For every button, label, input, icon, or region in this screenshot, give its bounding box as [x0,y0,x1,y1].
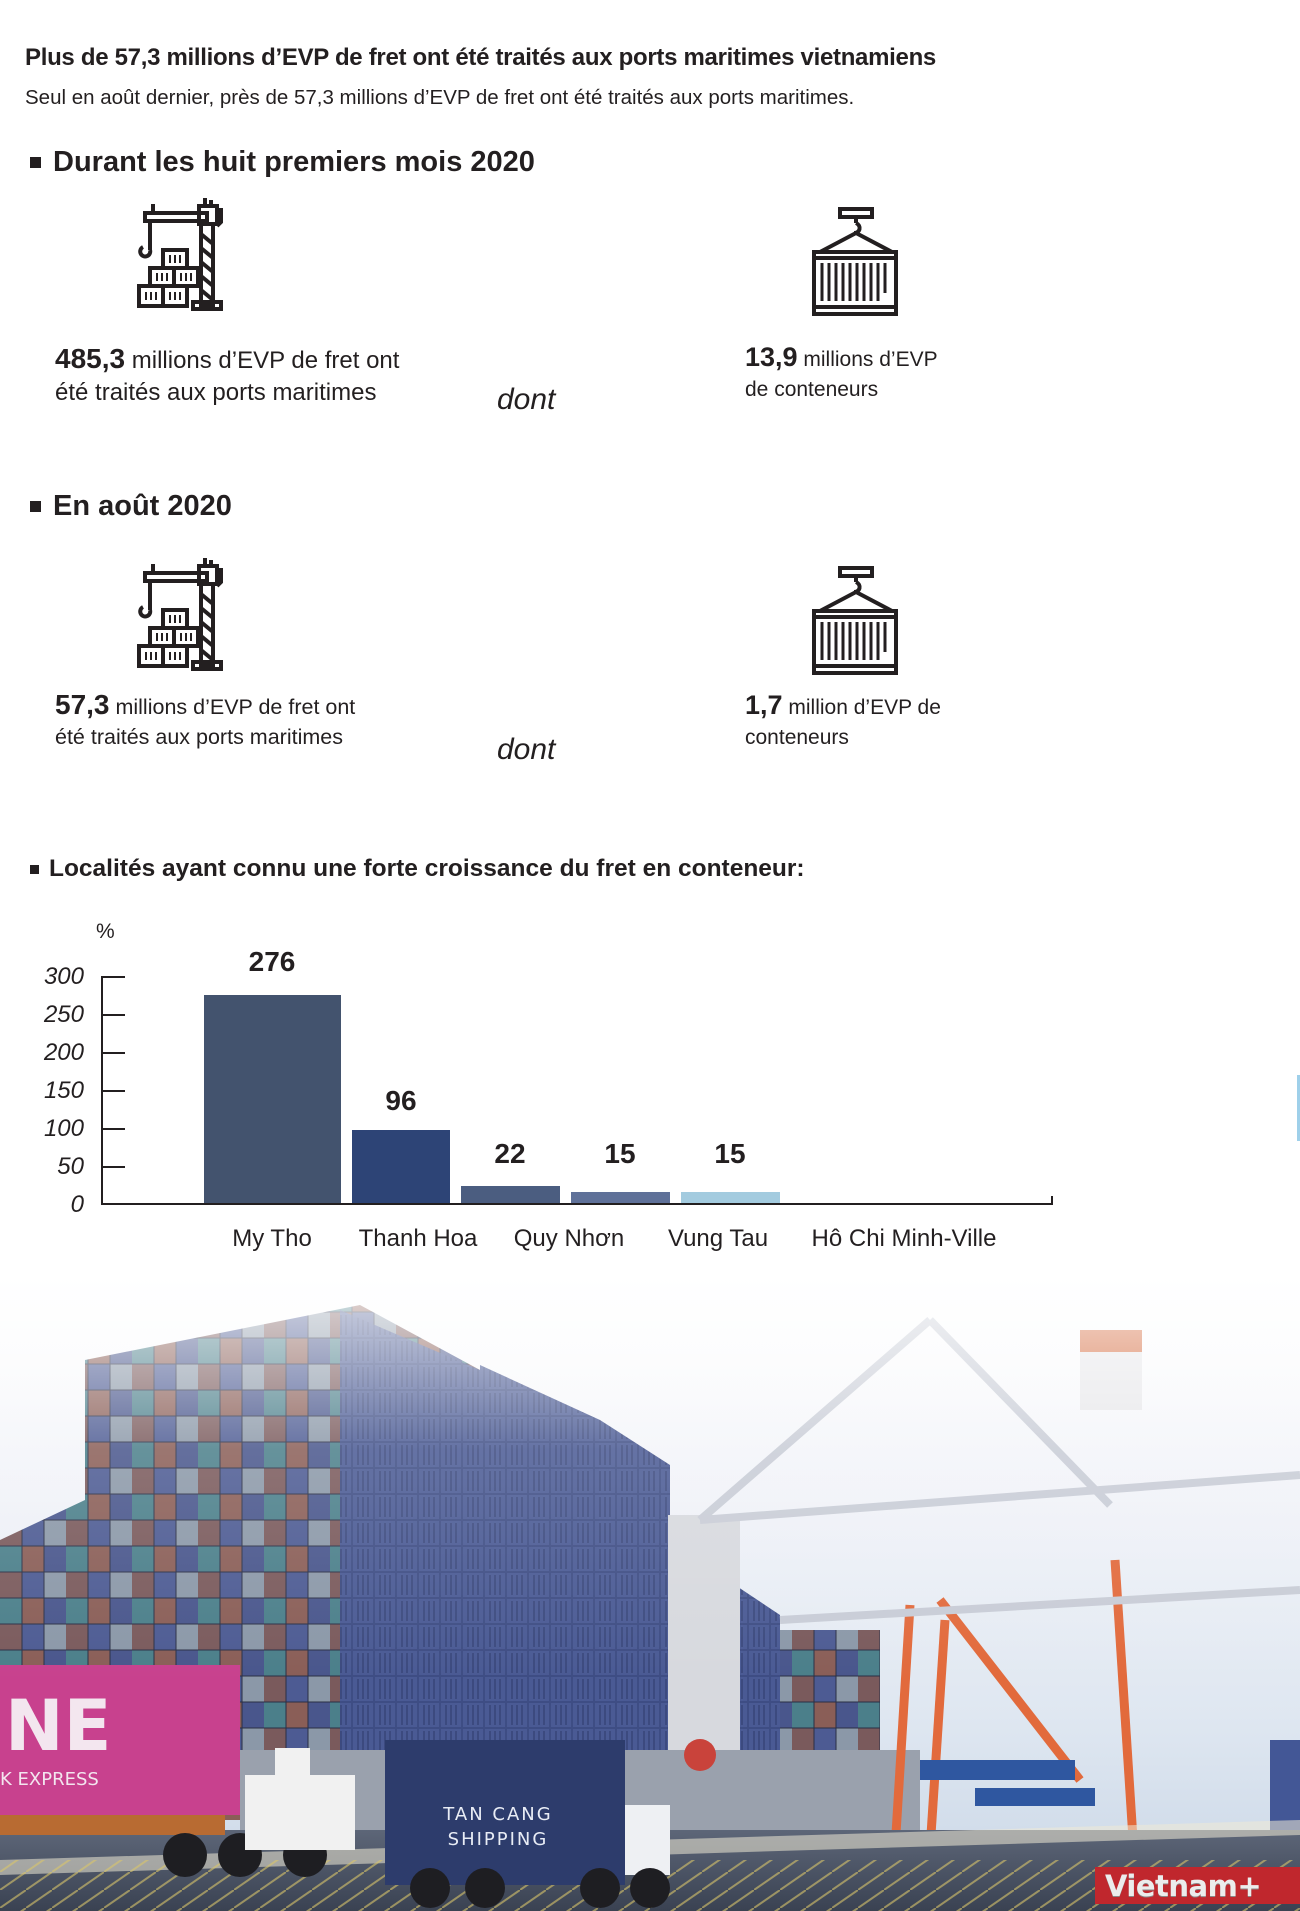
y-tick-label: 100 [43,1115,84,1142]
y-tick-label: 0 [70,1191,84,1218]
vietnamplus-logo: Vietnam+ [1095,1867,1300,1904]
y-tick [102,1166,125,1168]
truck-container-text-1: TAN CANG [442,1804,552,1825]
chart-heading-text: Localités ayant connu une forte croissan… [49,855,805,882]
crane-containers-icon [137,198,223,311]
category-label: Thanh Hoa [358,1225,478,1252]
y-axis [101,976,103,1205]
section-heading-eight-months: Durant les huit premiers mois 2020 [30,146,535,179]
stat-text-line2: été traités aux ports maritimes [55,379,377,406]
stat-number: 485,3 [55,343,126,374]
bullet-icon [30,501,41,512]
container-port-photo: NE K EXPRESS TAN CANG SHIPPING [0,1260,1300,1911]
y-tick-label: 50 [57,1153,84,1180]
section-heading-text: En août 2020 [53,490,232,522]
bar-value-label: 276 [248,946,296,977]
y-tick [102,1052,125,1054]
hanging-container-icon [812,207,898,316]
pink-container-subtext: K EXPRESS [0,1769,99,1790]
y-tick-label: 250 [43,1001,84,1028]
bar-value-label: 96 [385,1085,417,1116]
connector-dont: dont [497,383,556,416]
pink-container-text: NE [5,1685,111,1767]
bar-value-label: 22 [494,1138,526,1169]
category-label: Vung Tau [667,1225,769,1252]
stat-number: 13,9 [745,342,798,372]
stat-number: 1,7 [745,690,783,720]
hanging-container-icon [812,566,898,675]
edge-decoration [1297,1075,1300,1141]
stat-total-freight-8m: 485,3 millions d’EVP de fret ont été tra… [55,343,399,409]
bar-ho-chi-minh-ville [681,1192,780,1203]
crane-containers-icon [137,558,223,671]
x-axis [101,1203,1053,1205]
port-illustration: NE K EXPRESS TAN CANG SHIPPING [0,1260,1300,1911]
bullet-icon [30,864,39,874]
logo-text: Vietnam+ [1105,1868,1262,1903]
bar-chart: % 300 250 200 150 100 50 0 276 96 22 15 … [0,920,1300,1260]
stat-number: 57,3 [55,689,110,720]
stat-text-line2: été traités aux ports maritimes [55,725,343,749]
section-heading-text: Durant les huit premiers mois 2020 [53,146,535,178]
y-tick-label: 200 [43,1039,84,1066]
bar-my-tho [204,995,341,1203]
y-axis-unit: % [96,920,115,943]
chart-heading: Localités ayant connu une forte croissan… [30,855,805,883]
y-tick [102,1090,125,1092]
category-label: Hô Chi Minh-Ville [811,1225,997,1252]
page-subtitle: Seul en août dernier, près de 57,3 milli… [25,86,855,109]
stat-text-line1: million d’EVP de [782,696,941,719]
stat-containers-8m: 13,9 millions d’EVP de conteneurs [745,342,938,405]
category-label: My Tho [232,1225,312,1252]
y-tick [102,1128,125,1130]
stat-text-line2: conteneurs [745,726,849,749]
x-axis-end-tick [1051,1196,1053,1205]
stat-text-line1: millions d’EVP de fret ont [109,695,356,719]
bar-vung-tau [571,1192,670,1203]
bullet-icon [30,157,41,168]
truck-container-text-2: SHIPPING [448,1829,549,1850]
stat-containers-aug: 1,7 million d’EVP de conteneurs [745,690,941,753]
y-tick-label: 150 [43,1077,84,1104]
bar-value-label: 15 [714,1138,746,1169]
y-tick [102,1014,125,1016]
section-heading-august: En août 2020 [30,490,232,523]
bar-value-label: 15 [604,1138,636,1169]
category-label: Quy Nhơn [513,1225,625,1252]
stat-text-line1: millions d’EVP [797,348,938,371]
bar-thanh-hoa [352,1130,450,1203]
stat-text-line1: millions d’EVP de fret ont [125,347,400,374]
connector-dont: dont [497,733,556,766]
stat-total-freight-aug: 57,3 millions d’EVP de fret ont été trai… [55,690,355,752]
y-tick-label: 300 [43,963,84,990]
stat-text-line2: de conteneurs [745,378,879,401]
bar-quy-nhon [461,1186,560,1203]
y-tick [102,976,125,978]
page-title: Plus de 57,3 millions d’EVP de fret ont … [25,44,936,71]
